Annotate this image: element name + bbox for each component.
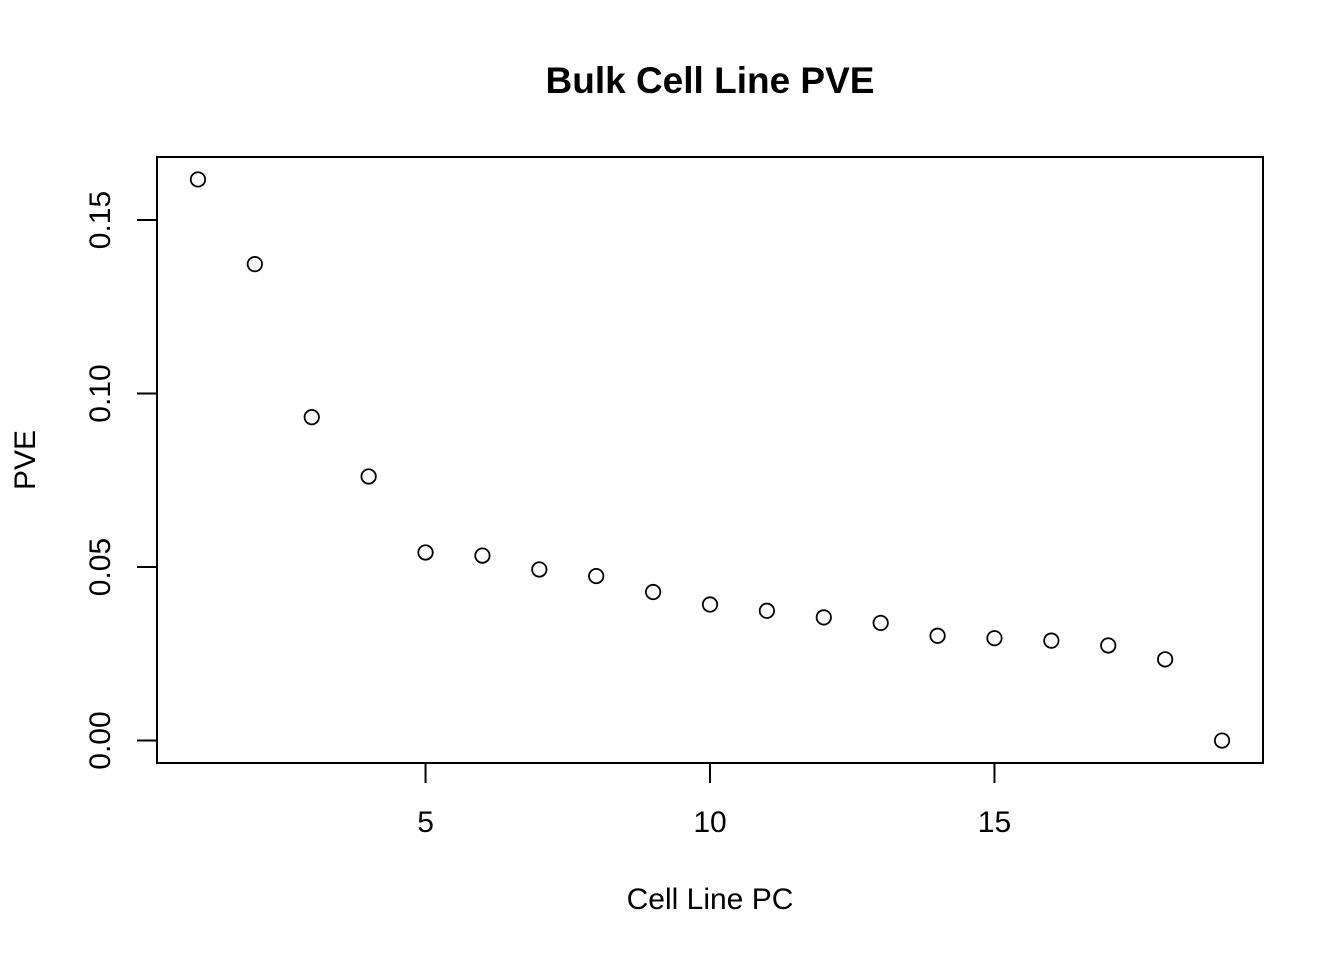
y-tick-label: 0.05 — [84, 538, 117, 596]
y-tick-label: 0.10 — [84, 364, 117, 422]
data-point — [474, 547, 491, 564]
chart-title: Bulk Cell Line PVE — [546, 60, 875, 101]
data-point — [303, 409, 320, 426]
data-point — [246, 256, 263, 273]
data-point — [360, 468, 377, 485]
y-axis: 0.00 0.05 0.10 0.15 — [84, 191, 158, 770]
data-point — [588, 567, 605, 585]
data-points — [189, 171, 1231, 749]
x-tick-label: 10 — [693, 806, 726, 839]
data-point — [189, 171, 207, 188]
data-point — [1043, 632, 1060, 649]
y-tick-label: 0.15 — [84, 191, 117, 249]
data-point — [929, 627, 946, 644]
data-point — [645, 583, 662, 601]
data-point — [758, 602, 775, 619]
data-point — [531, 561, 548, 578]
y-tick-label: 0.00 — [84, 711, 117, 769]
data-point — [1100, 637, 1117, 654]
y-axis-label: PVE — [9, 430, 42, 490]
data-point — [1213, 732, 1231, 749]
data-point — [701, 596, 719, 613]
x-axis-label: Cell Line PC — [627, 883, 794, 916]
data-point — [1157, 651, 1174, 668]
x-tick-label: 15 — [978, 806, 1011, 839]
x-tick-label: 5 — [417, 806, 434, 839]
data-point — [417, 544, 434, 561]
x-axis: 5 10 15 — [417, 762, 1011, 839]
data-point — [815, 609, 832, 626]
plot-area-frame — [156, 156, 1264, 764]
data-point — [872, 614, 889, 632]
data-point — [986, 630, 1003, 647]
